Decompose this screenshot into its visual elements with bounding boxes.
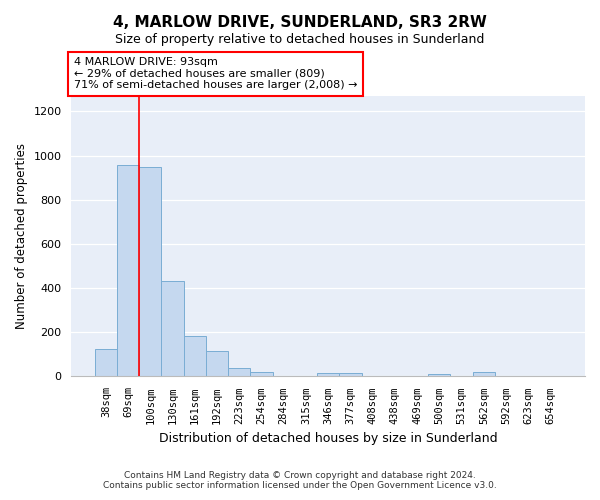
Bar xyxy=(117,166,139,376)
Bar xyxy=(473,372,495,376)
Bar xyxy=(184,336,206,376)
Text: Contains HM Land Registry data © Crown copyright and database right 2024.
Contai: Contains HM Land Registry data © Crown c… xyxy=(103,470,497,490)
Bar xyxy=(317,373,340,376)
Text: Size of property relative to detached houses in Sunderland: Size of property relative to detached ho… xyxy=(115,32,485,46)
Bar xyxy=(228,368,250,376)
Bar xyxy=(340,373,362,376)
Bar xyxy=(428,374,451,376)
X-axis label: Distribution of detached houses by size in Sunderland: Distribution of detached houses by size … xyxy=(159,432,497,445)
Bar xyxy=(95,349,117,376)
Bar xyxy=(161,282,184,376)
Y-axis label: Number of detached properties: Number of detached properties xyxy=(15,143,28,329)
Bar xyxy=(139,166,161,376)
Text: 4, MARLOW DRIVE, SUNDERLAND, SR3 2RW: 4, MARLOW DRIVE, SUNDERLAND, SR3 2RW xyxy=(113,15,487,30)
Bar xyxy=(250,372,272,376)
Text: 4 MARLOW DRIVE: 93sqm
← 29% of detached houses are smaller (809)
71% of semi-det: 4 MARLOW DRIVE: 93sqm ← 29% of detached … xyxy=(74,57,358,90)
Bar xyxy=(206,351,228,376)
